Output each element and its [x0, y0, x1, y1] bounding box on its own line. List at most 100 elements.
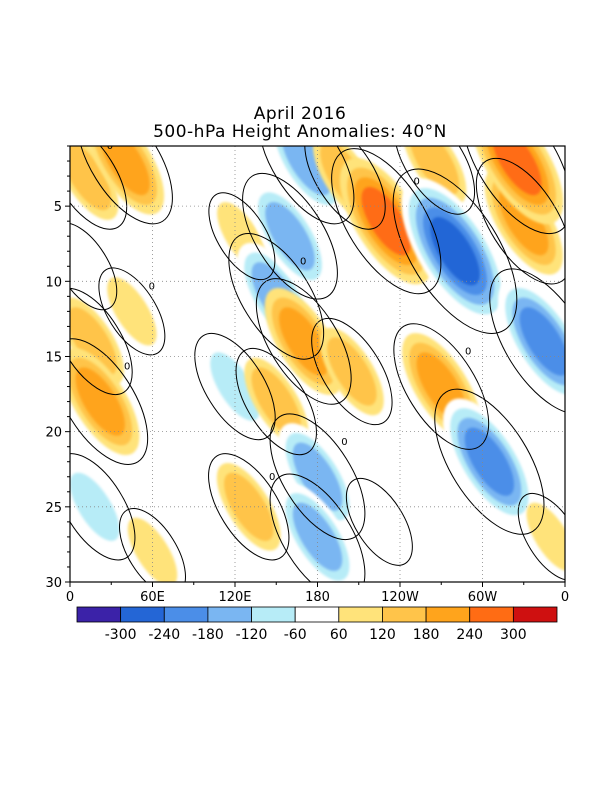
zero-contour-20	[345, 477, 413, 566]
colorbar-swatch-2	[163, 606, 209, 623]
colorbar-swatch-7	[382, 606, 427, 623]
zero-contour-1	[77, 146, 173, 225]
y-tick-label-2: 15	[45, 350, 62, 365]
zero-contour-16	[304, 146, 386, 230]
anomaly-contour-6-0	[107, 277, 157, 346]
zero-contour-4	[70, 222, 118, 311]
anomaly-contour-4-0	[70, 232, 109, 301]
zero-contour-9	[208, 453, 290, 561]
grid-lines	[70, 146, 565, 582]
zero-contour-8	[208, 192, 276, 281]
y-tick-label-1: 10	[45, 275, 62, 290]
zero-contour-label-9: 0	[269, 472, 275, 483]
colorbar-swatch-0	[76, 606, 122, 623]
zero-contour-25	[434, 388, 545, 535]
anomaly-contour-1-2	[100, 146, 150, 196]
colorbar-swatch-5	[294, 606, 340, 623]
x-tick-label-1: 60E	[140, 590, 165, 605]
colorbar-label-4: -60	[284, 627, 307, 643]
x-tick-label-0: 0	[66, 590, 74, 605]
colorbar-swatch-3	[207, 606, 252, 623]
anomaly-contour-19-2	[292, 502, 343, 572]
zero-contour-10	[194, 332, 276, 441]
colorbar-swatch-8	[425, 606, 471, 623]
colorbar-swatch-4	[251, 606, 296, 623]
zero-contour-label-21: 0	[414, 176, 420, 187]
colorbar-label-3: -120	[236, 627, 268, 643]
zero-contour-11	[235, 347, 317, 456]
chart-subtitle: 500-hPa Height Anomalies: 40°N	[153, 122, 447, 142]
zero-contour-15	[258, 146, 355, 225]
zero-contour-19	[269, 473, 366, 582]
x-axis: 0 60E 120E 180 120W 60W 0	[66, 582, 569, 605]
zero-contour-label-12: 0	[300, 256, 306, 267]
y-tick-label-5: 30	[45, 576, 62, 591]
zero-contour-28	[489, 268, 565, 415]
zero-contour-17	[311, 317, 393, 426]
colorbar-swatch-9	[469, 606, 514, 623]
colorbar-swatch-1	[120, 606, 165, 623]
zero-contour-0	[70, 146, 128, 230]
colorbar-label-5: 60	[330, 627, 348, 643]
x-tick-label-4: 120W	[381, 590, 419, 605]
zero-contour-label-15: 0	[330, 121, 336, 132]
anomaly-contour-17-1	[327, 337, 377, 406]
anomaly-contour-3-2	[75, 367, 125, 436]
colorbar-label-8: 240	[456, 627, 483, 643]
chart-title: April 2016	[253, 104, 347, 124]
anomaly-contour-27-3	[492, 146, 542, 196]
anomaly-contour-28-3	[519, 307, 565, 376]
colorbar-label-2: -180	[192, 627, 224, 643]
anomaly-contour-2-1	[70, 307, 117, 376]
anomaly-contour-7-0	[127, 517, 178, 582]
x-tick-label-6: 0	[561, 590, 569, 605]
anomaly-contour-18-2	[292, 442, 343, 511]
x-tick-label-2: 120E	[218, 590, 251, 605]
colorbar-label-7: 180	[413, 627, 440, 643]
zero-contour-27	[461, 146, 565, 235]
anomaly-contour-25-3	[464, 427, 515, 496]
zero-contour-label-6: 0	[149, 281, 155, 292]
zero-contour-14	[242, 172, 338, 300]
anomaly-contour-13-2	[279, 307, 329, 376]
colorbar: -300 -240 -180 -120 -60 60 120 180 240 300	[76, 606, 558, 643]
zero-contour-3	[70, 338, 149, 465]
zero-contour-label-18: 0	[341, 437, 347, 448]
anomaly-contour-0-1	[70, 146, 112, 211]
anomaly-contour-21-3	[361, 187, 411, 256]
y-tick-label-3: 20	[45, 426, 62, 441]
anomaly-contour-11-1	[251, 367, 301, 436]
zero-contour-24	[393, 323, 490, 450]
zero-contour-29	[517, 492, 565, 581]
colorbar-label-1: -240	[148, 627, 180, 643]
x-tick-label-3: 180	[305, 590, 330, 605]
y-tick-label-0: 5	[54, 200, 62, 215]
colorbar-label-0: -300	[105, 627, 137, 643]
colorbar-label-6: 120	[369, 627, 396, 643]
zero-contour-7	[119, 507, 186, 582]
anomaly-contour-26-2	[499, 187, 549, 256]
y-axis: 5 10 15 20 25 30	[45, 145, 70, 591]
zero-contour-label-0: 0	[107, 141, 113, 152]
x-tick-label-5: 60W	[468, 590, 498, 605]
zero-contour-21	[331, 148, 442, 295]
y-tick-label-4: 25	[45, 501, 62, 516]
zero-contour-layer: 0 0 0 0 0 0 0 0 0 0	[70, 116, 565, 582]
anomaly-contour-20-0	[354, 487, 405, 557]
anomaly-contour-14-2	[265, 202, 315, 271]
zero-contour-label-24: 0	[465, 347, 471, 358]
zero-contour-2	[70, 287, 133, 396]
zero-contour-22	[393, 146, 476, 215]
zero-contour-26	[475, 157, 565, 285]
zero-contour-label-27: 0	[544, 116, 550, 127]
colorbar-swatch-6	[338, 606, 383, 623]
anomaly-contour-23-4	[430, 217, 480, 286]
zero-contour-23	[392, 168, 518, 334]
colorbar-swatch-10	[512, 606, 558, 623]
zero-contour-18	[269, 413, 366, 541]
anomaly-contour-22-1	[409, 146, 460, 196]
anomaly-contour-29-0	[526, 502, 565, 572]
anomaly-contour-9-1	[224, 472, 274, 541]
zero-contour-label-3: 0	[124, 362, 130, 373]
